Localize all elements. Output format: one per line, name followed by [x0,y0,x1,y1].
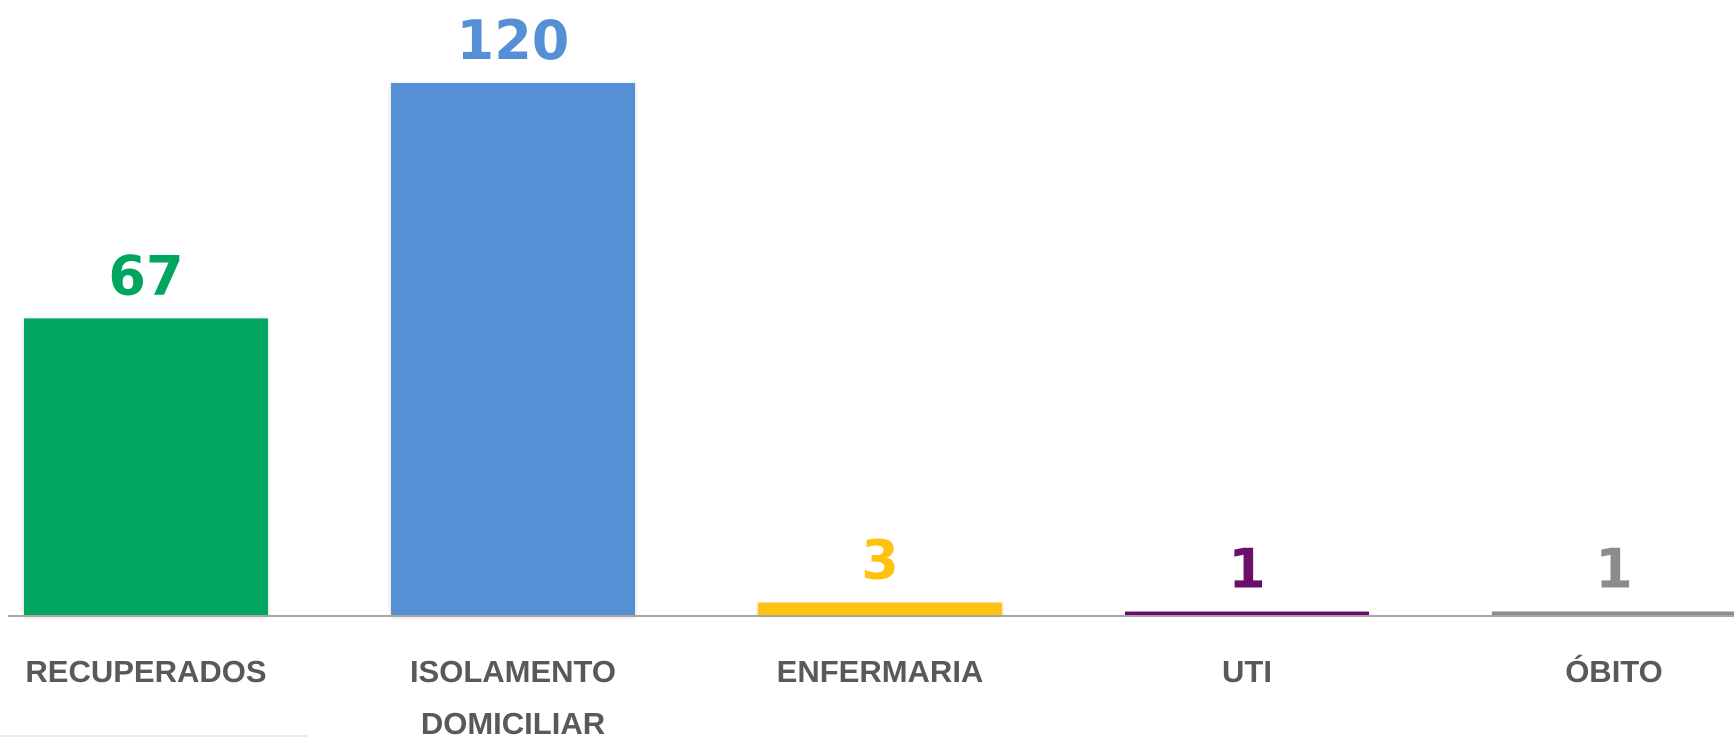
value-labels-layer: 67 120 3 1 1 [108,9,1632,601]
bar-value-label-0: 67 [108,244,183,307]
bar-2 [758,602,1002,616]
bar-4 [1492,611,1734,616]
category-label-1: ISOLAMENTO DOMICILIAR [410,654,616,739]
bar-value-label-4: 1 [1595,538,1633,601]
bar-value-label-2: 3 [861,529,899,592]
category-label-0: RECUPERADOS [25,654,266,689]
category-label-3: UTI [1222,654,1272,689]
bar-value-label-3: 1 [1228,538,1266,601]
bar-value-label-1: 120 [457,9,570,72]
category-label-4: ÓBITO [1565,653,1663,689]
bar-1 [391,83,635,616]
category-label-2: ENFERMARIA [777,654,984,689]
bars-layer [24,83,1734,616]
bar-3 [1125,611,1369,616]
category-labels-layer: RECUPERADOS ISOLAMENTO DOMICILIAR ENFERMARI… [25,653,1662,739]
bar-0 [24,318,268,616]
